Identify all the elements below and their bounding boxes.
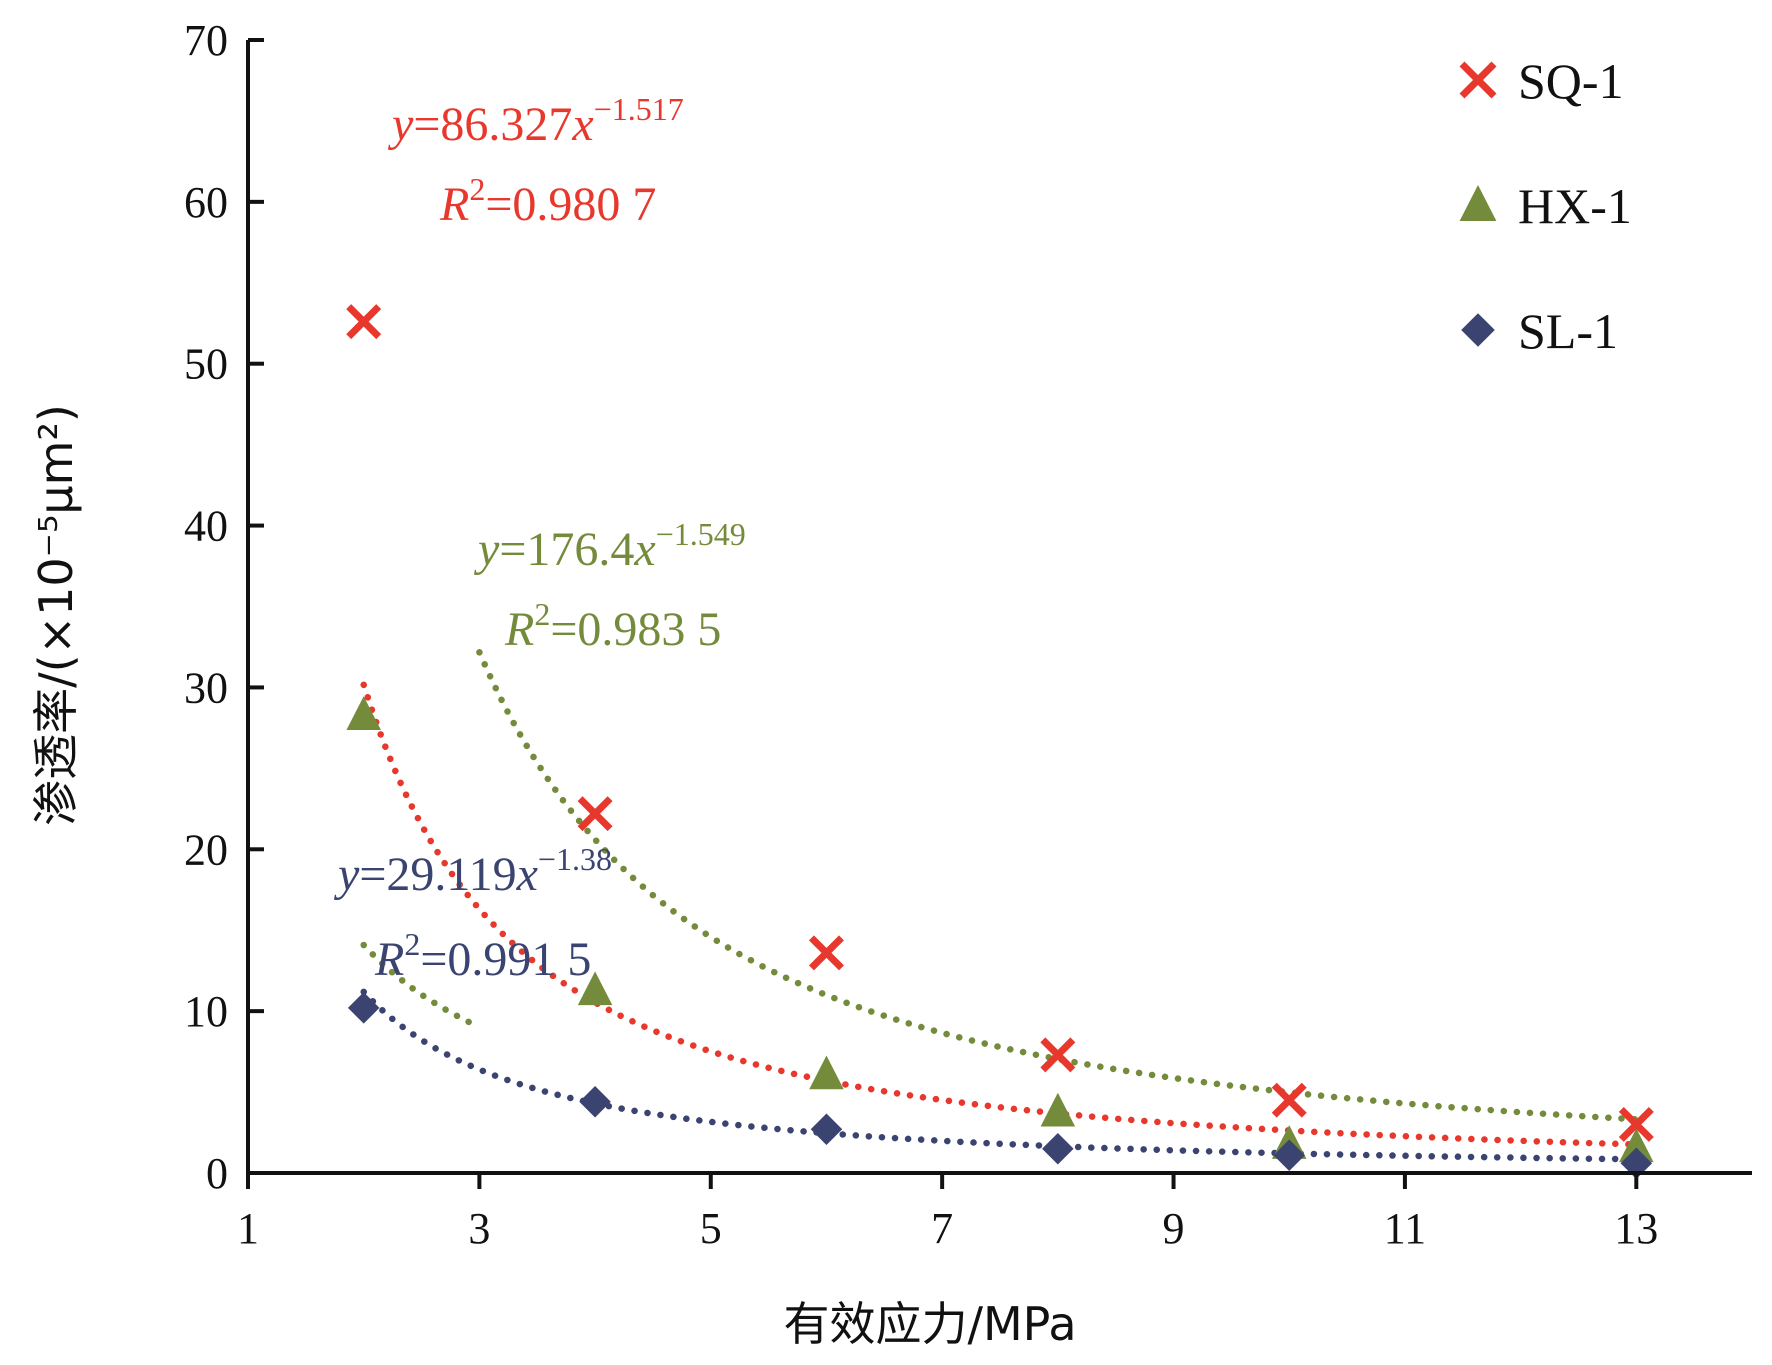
y-tick-label: 0 [206,1149,228,1198]
legend-marker [1459,61,1497,99]
trendline-sl-1 [360,988,1640,1163]
trendline-hx-1 [476,649,1640,1123]
point-hx-1 [1619,1128,1654,1163]
x-tick-label: 3 [468,1204,490,1253]
x-tick-label: 11 [1384,1204,1426,1253]
y-axis-title: 渗透率/(×10⁻⁵μm²) [29,404,83,826]
x-tick-label: 1 [237,1204,259,1253]
legend-label: SL-1 [1518,303,1618,359]
point-sq-1 [1040,1037,1076,1073]
marker-stroke [1618,1106,1654,1142]
x-tick-label: 9 [1163,1204,1185,1253]
trendlines [360,649,1640,1163]
point-hx-1 [809,1055,844,1090]
point-hx-1 [577,971,613,1006]
legend-marker [1461,313,1495,347]
y-tick-label: 20 [184,825,228,874]
x-tick-label: 5 [700,1204,722,1253]
r-squared-sl-1: R2=0.991 5 [374,926,591,986]
y-tick-label: 60 [184,178,228,227]
legend-item-sl-1: SL-1 [1461,303,1618,359]
equation-sl-1: y=29.119x−1.38 [333,841,612,901]
trendline-equations: y=86.327x−1.517 R2=0.980 7 y=176.4x−1.549 R… [333,91,746,986]
equation-hx-1: y=176.4x−1.549 [473,516,746,576]
r-squared-sq-1: R2=0.980 7 [439,171,656,231]
x-tick-label: 13 [1614,1204,1658,1253]
legend-label: SQ-1 [1518,53,1624,109]
marker-stroke [1459,61,1497,99]
point-sl-1 [347,992,380,1024]
marker-stroke [1040,1037,1076,1073]
trendline-hx-1-upper [360,941,483,1031]
point-sq-1 [808,935,844,971]
equation-sq-1: y=86.327x−1.517 [387,91,684,151]
marker-stroke [577,796,613,832]
point-sq-1 [577,796,613,832]
y-tick-label: 50 [184,340,228,389]
y-tick-label: 40 [184,502,228,551]
point-sl-1 [1273,1139,1305,1171]
point-hx-1 [1040,1092,1076,1127]
y-tick-label: 10 [184,987,228,1036]
y-tick-label: 70 [184,16,228,65]
y-tick-label: 30 [184,663,228,712]
legend-marker [1459,185,1497,221]
trendline-sq-1 [360,681,1640,1148]
legend-label: HX-1 [1518,178,1632,234]
legend-item-hx-1: HX-1 [1459,178,1632,234]
data-markers [346,304,1654,1180]
legend-item-sq-1: SQ-1 [1459,53,1624,109]
point-sq-1 [346,304,382,340]
point-sq-1 [1618,1106,1654,1142]
point-sl-1 [579,1086,611,1118]
marker-stroke [1271,1082,1307,1118]
legend: SQ-1 HX-1 SL-1 [1459,53,1632,359]
point-sl-1 [810,1113,843,1146]
x-tick-label: 7 [931,1204,953,1253]
x-axis-title: 有效应力/MPa [783,1297,1076,1351]
point-hx-1 [346,696,381,730]
point-sl-1 [1042,1132,1074,1165]
marker-stroke [808,935,844,971]
point-sq-1 [1271,1082,1307,1118]
r-squared-hx-1: R2=0.983 5 [504,596,721,656]
marker-stroke [346,304,382,340]
